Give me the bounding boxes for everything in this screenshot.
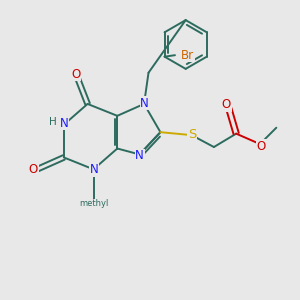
Text: H: H — [49, 117, 56, 127]
Text: O: O — [29, 163, 38, 176]
Text: methyl: methyl — [79, 199, 108, 208]
Text: Br: Br — [181, 49, 194, 62]
Text: S: S — [188, 128, 196, 141]
Text: O: O — [222, 98, 231, 111]
Text: N: N — [135, 149, 144, 162]
Text: N: N — [140, 97, 149, 110]
Text: O: O — [71, 68, 80, 81]
Text: N: N — [60, 117, 69, 130]
Text: O: O — [257, 140, 266, 153]
Text: N: N — [90, 164, 98, 176]
